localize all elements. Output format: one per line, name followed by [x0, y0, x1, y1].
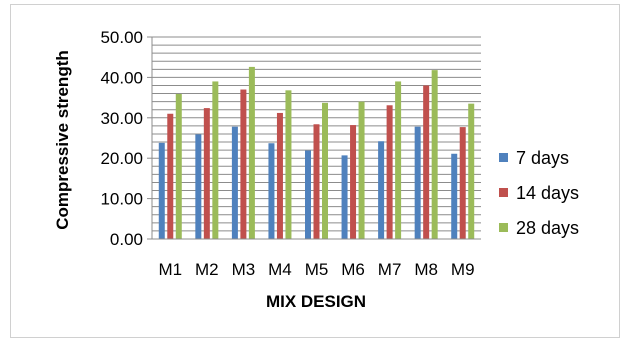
bar	[395, 81, 402, 239]
y-tick-label: 50.00	[100, 28, 143, 47]
bar	[195, 134, 202, 239]
axes	[151, 37, 481, 240]
bar	[386, 105, 393, 239]
x-tick-label: M4	[268, 260, 292, 279]
x-axis-title: MIX DESIGN	[266, 292, 366, 311]
bar	[248, 66, 255, 240]
y-tick-label: 0.00	[110, 230, 143, 249]
bar	[423, 85, 430, 239]
bar	[305, 150, 311, 239]
x-tick-label: M5	[305, 260, 329, 279]
legend-swatch	[499, 153, 508, 162]
x-tick-label: M2	[195, 260, 219, 279]
legend-swatch	[499, 188, 508, 197]
bar	[378, 141, 385, 239]
bar	[459, 127, 466, 239]
x-tick-label: M6	[341, 260, 365, 279]
bar	[313, 124, 320, 239]
legend-label: 28 days	[516, 218, 579, 238]
bar	[322, 102, 328, 240]
bar	[350, 125, 357, 239]
bar	[175, 93, 182, 240]
bar	[414, 126, 421, 239]
x-tick-label: M8	[414, 260, 438, 279]
x-tick-labels: M1 M2 M3 M4 M5 M6 M7 M8 M9	[158, 260, 474, 279]
legend: 7 days 14 days 28 days	[499, 148, 579, 238]
bar	[468, 103, 475, 239]
bar	[167, 113, 174, 239]
x-tick-label: M1	[158, 260, 182, 279]
bar	[285, 90, 292, 239]
bar	[212, 81, 219, 239]
y-tick-label: 40.00	[100, 68, 143, 87]
bar	[203, 108, 210, 239]
x-tick-label: M9	[451, 260, 475, 279]
y-tick-label: 10.00	[100, 190, 143, 209]
legend-label: 14 days	[516, 183, 579, 203]
bar	[276, 112, 283, 239]
bar	[451, 153, 458, 239]
bar	[240, 89, 247, 240]
bar	[341, 155, 348, 239]
x-tick-label: M3	[232, 260, 256, 279]
bar	[431, 70, 438, 240]
y-tick-label: 30.00	[100, 109, 143, 128]
bar	[158, 142, 165, 239]
bar	[231, 126, 238, 239]
bar	[268, 143, 275, 239]
x-tick-label: M7	[378, 260, 402, 279]
bar	[358, 101, 365, 239]
bars	[158, 66, 475, 240]
y-tick-labels: 0.00 10.00 20.00 30.00 40.00 50.00	[100, 28, 152, 249]
legend-label: 7 days	[516, 148, 569, 168]
y-axis-title: Compressive strength	[53, 50, 72, 230]
legend-swatch	[499, 223, 508, 232]
y-tick-label: 20.00	[100, 149, 143, 168]
